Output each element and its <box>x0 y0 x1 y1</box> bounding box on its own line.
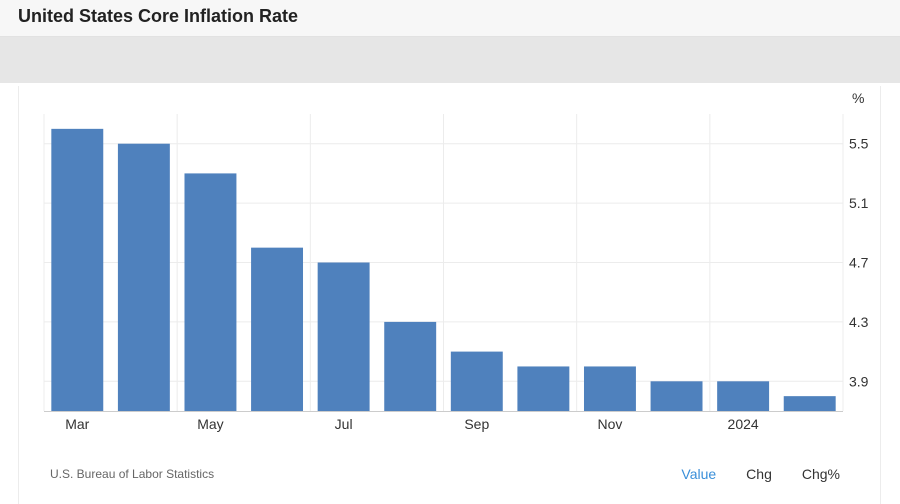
x-tick-label: Jul <box>335 416 353 432</box>
y-unit-label: % <box>852 90 864 106</box>
bar-oct <box>517 366 570 411</box>
panel-left-border <box>18 86 19 504</box>
bar-aug <box>384 321 437 411</box>
bar-2024 <box>717 381 770 411</box>
y-tick-label: 4.3 <box>849 314 869 330</box>
bar-apr <box>117 143 170 411</box>
data-source: U.S. Bureau of Labor Statistics <box>50 467 215 481</box>
tab-value[interactable]: Value <box>681 466 717 482</box>
bar-nov <box>583 366 636 411</box>
panel-right-border <box>880 86 881 504</box>
x-tick-label: Nov <box>598 416 623 432</box>
page-title: United States Core Inflation Rate <box>18 6 299 26</box>
bar-feb <box>783 396 836 411</box>
bar-jul <box>317 262 370 411</box>
toolbar-band <box>0 37 900 83</box>
core-inflation-bar-chart: 3.9 4.3 4.7 5.1 5.5% Mar May Jul Sep Nov 2024 <box>43 90 869 432</box>
x-tick-label: May <box>197 416 223 432</box>
y-tick-label: 3.9 <box>849 373 869 389</box>
bar-dec <box>650 381 703 411</box>
x-tick-label: 2024 <box>728 416 759 432</box>
y-tick-label: 5.1 <box>849 195 869 211</box>
tab-chg-percent[interactable]: Chg% <box>801 466 840 482</box>
y-tick-label: 5.5 <box>849 136 869 152</box>
bar-jun <box>251 247 304 411</box>
x-tick-label: Mar <box>65 416 89 432</box>
bar-may <box>184 173 237 411</box>
x-tick-label: Sep <box>464 416 489 432</box>
title-bar: United States Core Inflation Rate <box>0 0 900 37</box>
chart-mode-tabs: Value Chg Chg% <box>681 466 840 482</box>
bar-mar <box>51 128 104 411</box>
y-tick-label: 4.7 <box>849 255 869 271</box>
bar-sep <box>450 351 503 411</box>
tab-chg[interactable]: Chg <box>746 466 772 482</box>
